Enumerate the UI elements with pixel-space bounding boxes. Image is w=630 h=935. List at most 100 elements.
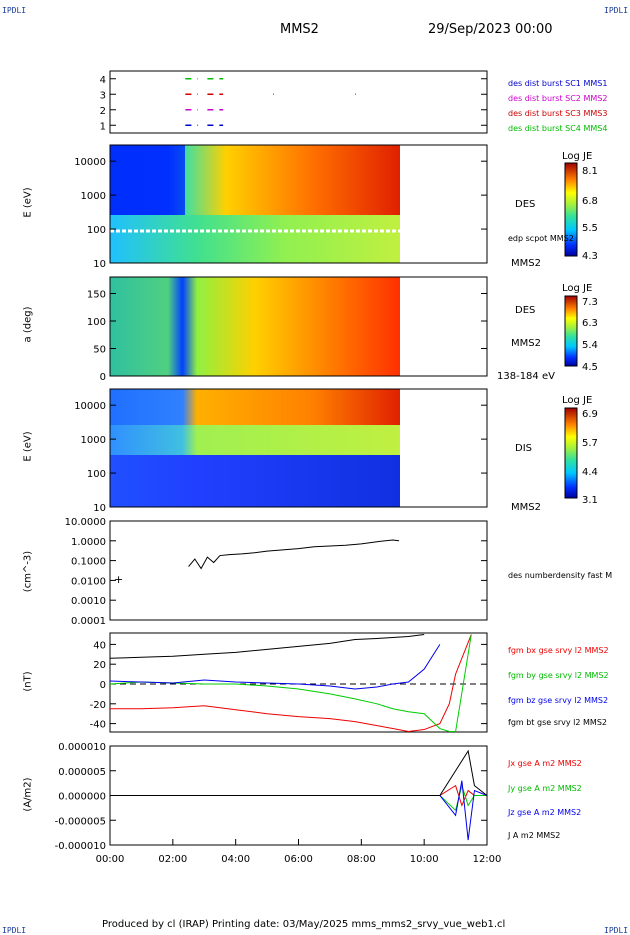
des-energy-frame [109,144,488,264]
des-energy-low [110,215,400,263]
des-energy-yticks: 10000 1000 100 10 [74,157,487,270]
ylabel-density: (cm^-3) [22,550,34,593]
legend-jy: Jy gse A m2 MMS2 [508,784,582,793]
legend-jz: Jz gse A m2 MMS2 [508,808,582,817]
bfield-line [109,644,441,690]
des-energy-label-sc: MMS2 [511,258,541,269]
colorbar-des-pitch [564,295,578,367]
bfield-line [110,634,472,733]
bfield-tick-label: 20 [93,660,106,671]
des-energy-early [110,145,185,215]
ylabel-dis-energy: E (eV) [22,431,34,462]
time-tick-label: 10:00 [410,854,439,865]
corner-label-left: IPDLI [2,6,27,15]
burst-panel: 4 3 2 1 [100,70,488,134]
colorbar-des-pitch-title: Log JE [562,283,593,294]
time-tick-label: 04:00 [221,854,250,865]
colorbar-des-energy [564,162,578,257]
burst-tick-label: 1 [100,121,106,132]
current-tick-label: -0.000010 [55,841,106,852]
time-tick-label: 00:00 [96,854,125,865]
ylabel-des-energy: E (eV) [22,187,34,218]
dis-energy-panel: 10000 1000 100 10 [74,388,488,514]
footer-corner-left: IPDLI [2,926,27,935]
des-energy-tick-label: 100 [87,225,106,236]
legend-bt: fgm bt gse srvy l2 MMS2 [508,718,607,727]
burst-yticks: 4 3 2 1 [100,75,487,132]
bfield-line [109,634,425,659]
des-pitch-map [110,277,400,376]
spacecraft-title: MMS2 [280,22,319,37]
density-tick-label: 0.1000 [71,557,106,568]
density-panel: 10.0000 1.0000 0.1000 0.0100 0.0010 0.0001 + [65,517,488,627]
burst-tick-label: 2 [100,106,106,117]
colorbar-des-energy-title: Log JE [562,151,593,162]
legend-by: fgm by gse srvy l2 MMS2 [508,671,609,680]
des-energy-tick-label: 10 [93,259,106,270]
corner-label-right: IPDLI [604,6,629,15]
bfield-line [109,634,472,733]
current-tick-label: 0.000000 [58,792,106,803]
des-pitch-tick-label: 100 [87,317,106,328]
colorbar-dis-energy-tick-3: 4.4 [582,467,598,478]
current-tick-label: 0.000005 [58,767,106,778]
dis-energy-tick-label: 10 [93,503,106,514]
des-pitch-yticks: 150 100 50 0 [87,290,487,383]
dis-energy-low [110,455,400,507]
dis-energy-label-sc: MMS2 [511,502,541,513]
colorbar-dis-energy-tick-4: 3.1 [582,495,598,506]
legend-j: J A m2 MMS2 [508,831,561,840]
des-pitch-frame [109,276,488,377]
colorbar-des-pitch-tick-4: 4.5 [582,362,598,373]
current-line [110,749,488,796]
des-pitch-label: DES [515,305,536,316]
colorbar-des-pitch-tick-2: 6.3 [582,318,598,329]
colorbar-des-energy-tick-4: 4.3 [582,251,598,262]
density-tick-label: 1.0000 [71,537,106,548]
time-axis: 00:00 02:00 04:00 06:00 08:00 10:00 12:00 [96,839,502,865]
legend-jx: Jx gse A m2 MMS2 [508,759,582,768]
legend-bz: fgm bz gse srvy l2 MMS2 [508,696,609,705]
density-frame [109,520,488,621]
current-tick-label: 0.000010 [58,742,106,753]
dis-energy-frame [109,388,488,508]
colorbar-des-pitch-tick-3: 5.4 [582,340,598,351]
current-tick-label: -0.000005 [55,816,106,827]
bfield-tick-label: -40 [90,720,106,731]
density-yticks: 10.0000 1.0000 0.1000 0.0100 0.0010 0.0001 [65,517,487,627]
colorbar-des-energy-tick-2: 6.8 [582,196,598,207]
dis-energy-tick-label: 100 [87,469,106,480]
ylabel-bfield: (nT) [22,671,34,692]
plot-date: 29/Sep/2023 00:00 [428,22,553,37]
bfield-tick-label: 40 [93,640,106,651]
density-plus-marker: + [114,573,123,586]
bfield-panel: 40 20 0 -20 -40 [90,632,488,733]
des-pitch-tick-label: 0 [100,372,106,383]
des-energy-label-scpot: edp scpot MMS2 [508,234,574,243]
burst-tick-label: 4 [100,75,106,86]
current-yticks: 0.000010 0.000005 0.000000 -0.000005 -0.0000… [55,742,487,852]
density-tick-label: 10.0000 [65,517,106,528]
des-energy-panel: 10000 1000 100 10 [74,144,488,270]
time-tick-label: 12:00 [473,854,502,865]
bfield-tick-label: -20 [90,700,106,711]
footer-corner-right: IPDLI [604,926,629,935]
colorbar-dis-energy-tick-2: 5.7 [582,438,598,449]
bfield-yticks: 40 20 0 -20 -40 [90,640,487,731]
density-tick-label: 0.0100 [71,576,106,587]
des-pitch-tick-label: 150 [87,290,106,301]
dis-energy-tick-label: 10000 [74,401,106,412]
colorbar-des-energy-tick-3: 5.5 [582,223,598,234]
colorbar-dis-energy-title: Log JE [562,395,593,406]
burst-frame [109,70,488,134]
des-pitch-tick-label: 50 [93,345,106,356]
current-panel: 0.000010 0.000005 0.000000 -0.000005 -0.0000… [55,742,488,852]
colorbar-des-energy-tick-1: 8.1 [582,166,598,177]
current-line [110,783,487,812]
des-energy-label: DES [515,199,536,210]
des-pitch-label-sc: MMS2 [511,338,541,349]
dis-energy-tick-label: 1000 [81,435,106,446]
bfield-tick-label: 0 [100,680,106,691]
current-series [110,749,488,841]
